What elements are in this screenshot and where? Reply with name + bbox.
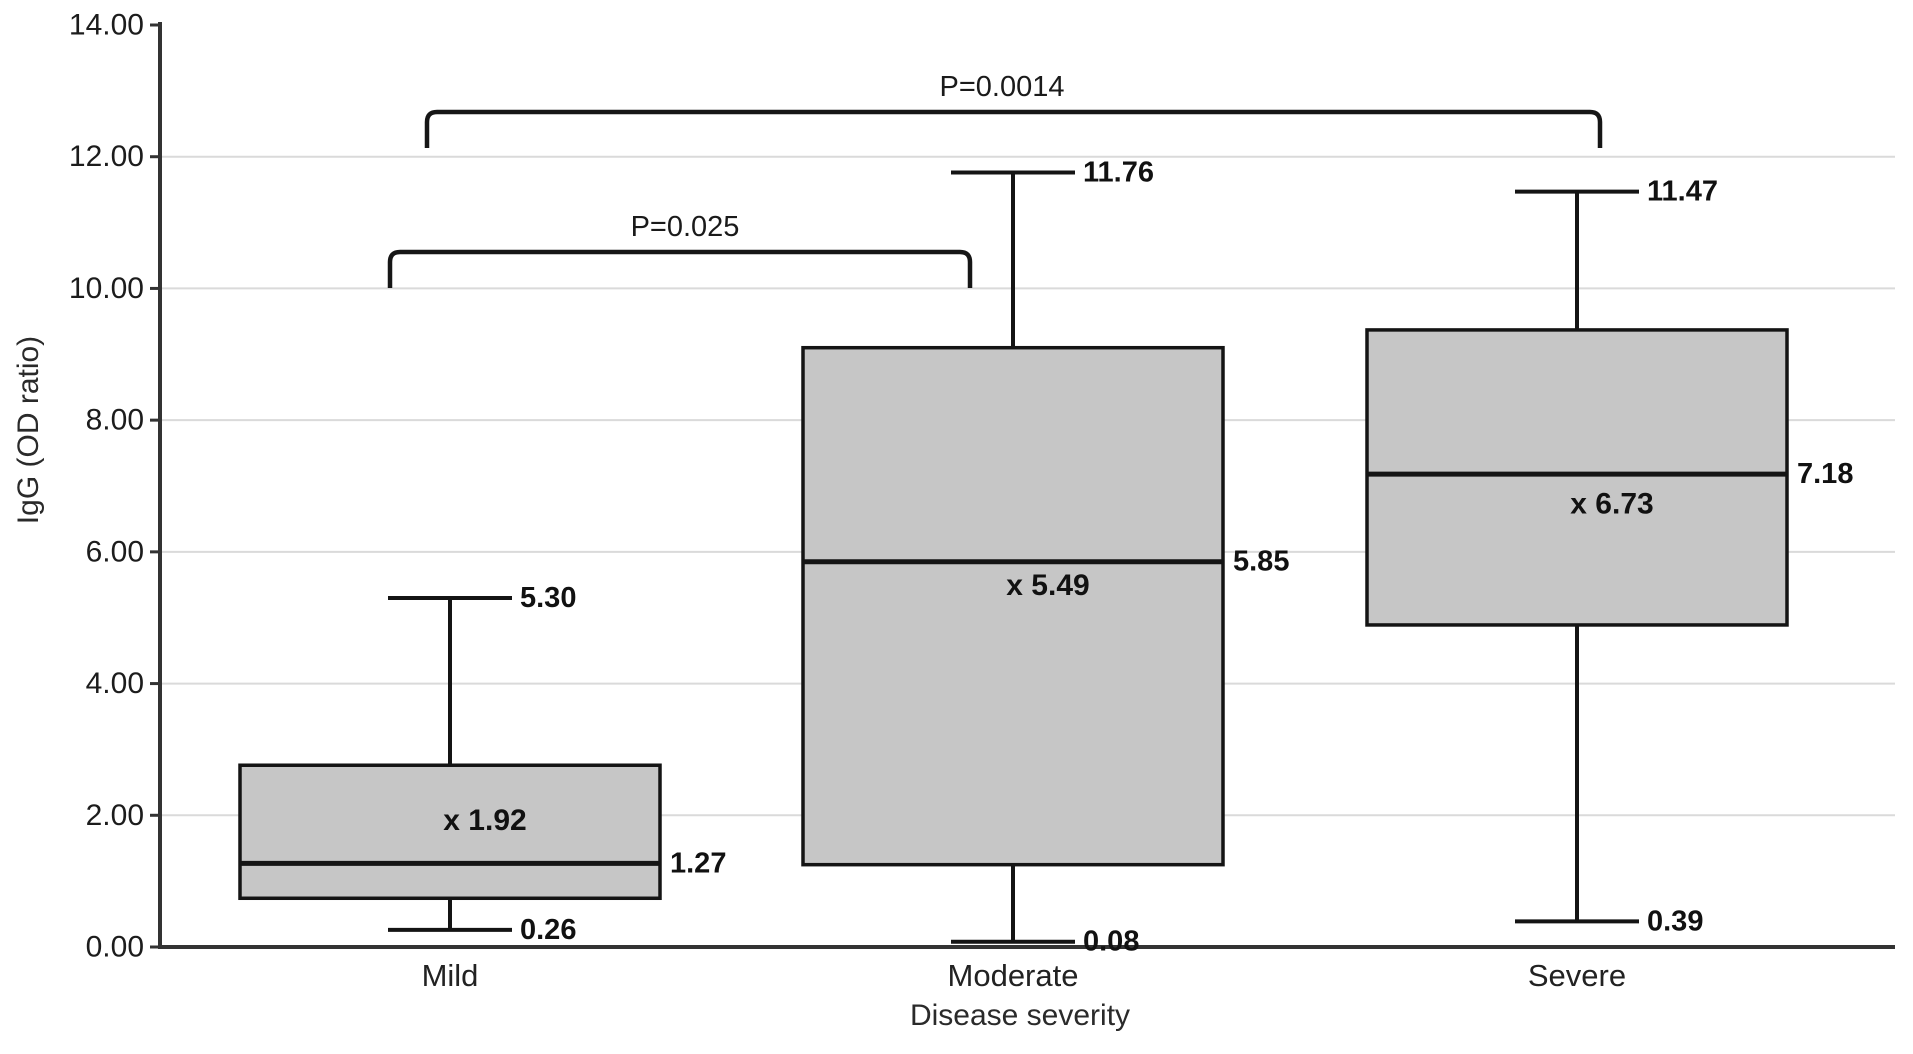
y-tick-label: 10.00 [69, 272, 144, 305]
iqr-box-severe [1365, 328, 1789, 627]
max-value-label: 11.76 [1083, 157, 1154, 189]
y-tick-label: 4.00 [86, 667, 144, 700]
y-tick-label: 6.00 [86, 535, 144, 568]
significance-bracket-mild-severe [424, 109, 1603, 148]
iqr-box-mild [238, 763, 662, 901]
p-value-label: P=0.025 [631, 211, 740, 243]
y-tick-label: 2.00 [86, 799, 144, 832]
mean-value-label: x 5.49 [1006, 569, 1089, 602]
mean-value-label: x 1.92 [443, 804, 526, 837]
max-value-label: 5.30 [520, 582, 576, 614]
x-category-label-mild: Mild [422, 958, 479, 993]
median-value-label: 5.85 [1233, 546, 1289, 578]
y-tick-label: 12.00 [69, 140, 144, 173]
y-tick-label: 14.00 [69, 9, 144, 42]
boxplot-group-moderate: 11.76 0.08 5.85 x 5.49 [801, 157, 1289, 958]
x-category-label-severe: Severe [1528, 958, 1626, 993]
min-value-label: 0.26 [520, 914, 576, 946]
p-value-label: P=0.0014 [940, 71, 1065, 103]
boxplot-group-severe: 11.47 0.39 7.18 x 6.73 [1365, 176, 1853, 937]
iqr-box-moderate [801, 345, 1225, 867]
median-value-label: 1.27 [670, 847, 726, 879]
x-category-label-moderate: Moderate [948, 958, 1079, 993]
y-axis-title: IgG (OD ratio) [12, 336, 45, 524]
median-value-label: 7.18 [1797, 458, 1853, 490]
x-axis-title: Disease severity [910, 999, 1130, 1032]
y-tick-label: 8.00 [86, 404, 144, 437]
mean-value-label: x 6.73 [1570, 487, 1653, 520]
min-value-label: 0.08 [1083, 926, 1139, 958]
max-value-label: 11.47 [1647, 176, 1718, 208]
y-tick-label: 0.00 [86, 931, 144, 964]
boxplot-group-mild: 5.30 0.26 1.27 x 1.92 [238, 582, 726, 946]
min-value-label: 0.39 [1647, 905, 1703, 937]
significance-bracket-mild-moderate [387, 249, 973, 288]
